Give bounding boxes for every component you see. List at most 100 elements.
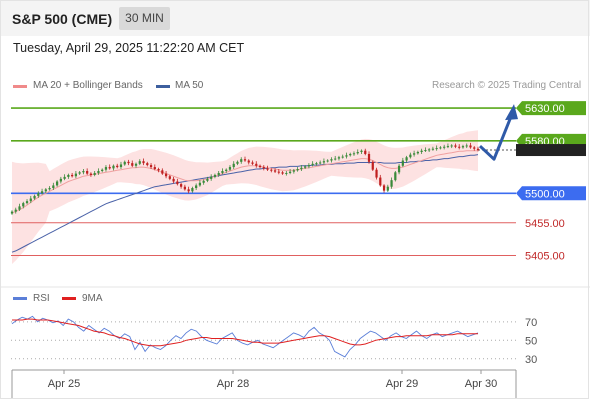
candle-body xyxy=(232,163,235,168)
candle-body xyxy=(428,149,431,151)
candle-body xyxy=(401,160,404,166)
candle-body xyxy=(431,148,435,150)
candle-body xyxy=(146,163,149,166)
candle-body xyxy=(225,169,228,171)
candle-body xyxy=(25,201,29,204)
candle-body xyxy=(236,161,239,164)
candle-body xyxy=(330,159,333,161)
candle-body xyxy=(386,186,389,191)
candle-body xyxy=(202,180,205,183)
candle-body xyxy=(37,193,40,196)
current-price-tag xyxy=(516,144,586,157)
candle-body xyxy=(352,153,356,155)
candle-body xyxy=(153,167,156,170)
candle-body xyxy=(349,153,352,156)
candle-body xyxy=(89,173,93,175)
candle-body xyxy=(458,146,461,148)
x-tick-label-3: Apr 30 xyxy=(465,378,497,390)
candle-body xyxy=(164,173,168,177)
candle-body xyxy=(337,157,341,159)
candle-body xyxy=(397,165,401,173)
candle-body xyxy=(412,153,416,155)
candle-body xyxy=(149,165,153,168)
ma9-legend-label: 9MA xyxy=(82,293,103,304)
candle-body xyxy=(210,176,213,179)
candle-body xyxy=(29,198,32,202)
candle-body xyxy=(168,176,171,179)
candle-body xyxy=(424,150,427,152)
candle-body xyxy=(277,171,280,173)
candle-body xyxy=(405,157,408,161)
candle-body xyxy=(104,167,108,170)
candle-body xyxy=(44,189,47,192)
candle-body xyxy=(14,209,17,212)
price-level-label-0: 5630.00 xyxy=(525,103,565,115)
candle-body xyxy=(394,172,397,181)
candle-body xyxy=(71,174,74,177)
candle-body xyxy=(108,167,111,169)
ma50-line xyxy=(11,154,479,253)
rsi-legend-label: RSI xyxy=(33,293,50,304)
datetime-label: Tuesday, April 29, 2025 11:22:20 AM CET xyxy=(13,41,245,55)
candle-body xyxy=(142,161,145,164)
price-level-label-4: 5405.00 xyxy=(525,251,565,263)
candle-body xyxy=(217,172,220,175)
candle-body xyxy=(364,150,367,154)
candle-body xyxy=(123,161,126,165)
candle-body xyxy=(270,169,273,171)
candle-body xyxy=(326,160,329,162)
candle-body xyxy=(420,150,423,152)
credit-label: Research © 2025 Trading Central xyxy=(432,80,582,91)
candle-body xyxy=(341,156,344,158)
candle-body xyxy=(258,165,262,168)
bollinger-band-area xyxy=(12,130,478,264)
candle-body xyxy=(367,153,371,162)
candle-body xyxy=(157,169,160,171)
candle-body xyxy=(63,176,66,179)
x-tick-label-2: Apr 29 xyxy=(386,378,418,390)
candle-body xyxy=(228,167,232,170)
candle-body xyxy=(243,159,247,161)
candle-body xyxy=(213,174,217,177)
candle-body xyxy=(176,181,179,185)
candle-body xyxy=(240,159,243,162)
candle-body xyxy=(454,145,457,147)
candle-body xyxy=(112,165,115,169)
candle-body xyxy=(187,189,190,192)
candle-body xyxy=(379,177,382,186)
candle-body xyxy=(33,195,36,199)
candle-body xyxy=(172,178,175,182)
candle-body xyxy=(446,146,450,148)
price-level-label-3: 5455.00 xyxy=(525,218,565,230)
candle-body xyxy=(443,146,446,148)
candle-body xyxy=(262,167,265,169)
candle-body xyxy=(179,184,183,187)
candle-body xyxy=(206,178,209,181)
candle-body xyxy=(59,178,62,182)
candle-body xyxy=(345,155,348,157)
x-tick-label-0: Apr 25 xyxy=(48,378,80,390)
rsi-tick-label-0: 70 xyxy=(525,317,537,329)
candle-body xyxy=(67,174,70,177)
rsi-tick-label-1: 50 xyxy=(525,335,537,347)
candle-body xyxy=(86,171,89,174)
candle-body xyxy=(127,161,130,164)
ma50-legend-swatch xyxy=(156,85,170,88)
timeframe-button[interactable]: 30 MIN xyxy=(119,7,170,30)
candle-body xyxy=(360,150,363,152)
candle-body xyxy=(371,161,374,170)
candle-body xyxy=(382,185,386,191)
candle-body xyxy=(251,162,254,164)
candle-body xyxy=(161,170,164,174)
candle-body xyxy=(40,191,44,194)
candle-body xyxy=(435,148,438,150)
forecast-arrow xyxy=(478,113,514,161)
candle-body xyxy=(101,169,104,171)
candle-body xyxy=(300,167,303,170)
ma20-legend-swatch xyxy=(13,85,27,88)
candle-body xyxy=(375,169,378,178)
price-level-tag-0 xyxy=(516,101,586,116)
candle-body xyxy=(334,158,337,160)
candle-body xyxy=(191,188,194,192)
